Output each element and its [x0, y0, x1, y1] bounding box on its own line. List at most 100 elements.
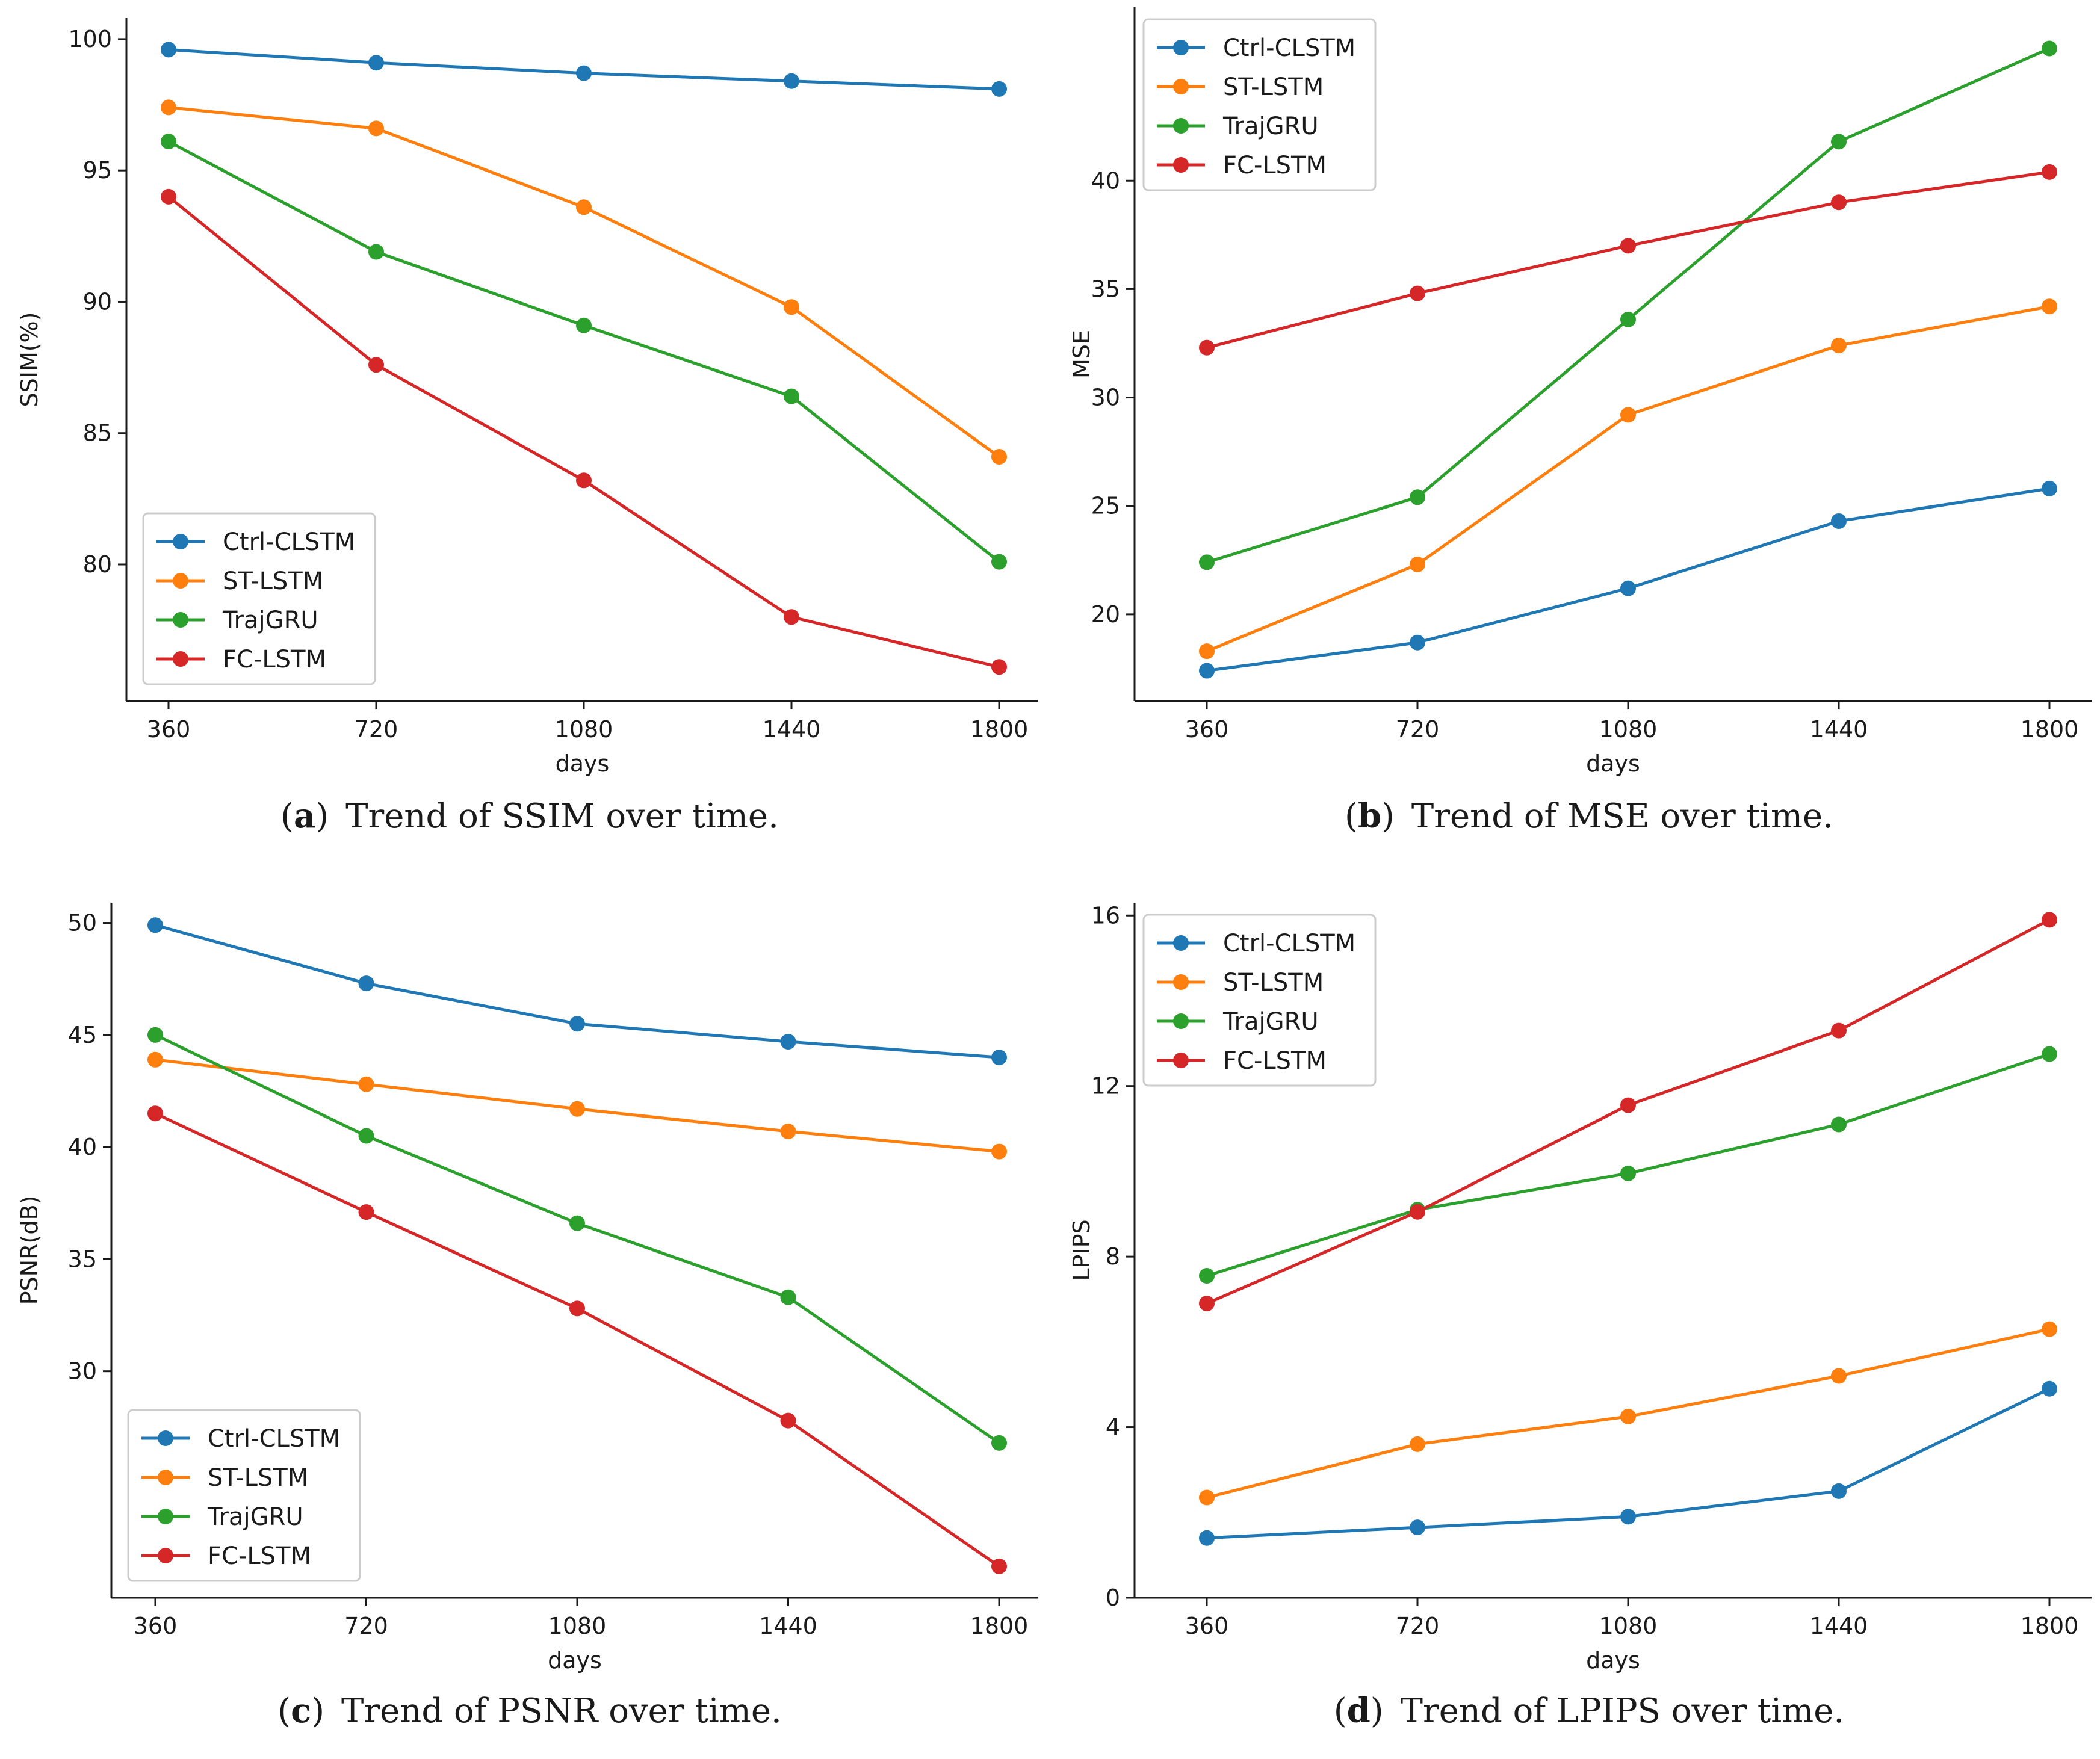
y-tick-label: 45	[68, 1022, 97, 1048]
data-point-st-lstm	[1199, 1489, 1215, 1506]
data-point-trajgru	[1620, 311, 1636, 327]
legend-label: ST-LSTM	[1223, 969, 1324, 997]
y-axis-label: SSIM(%)	[16, 312, 43, 407]
data-point-fc-lstm	[2042, 912, 2057, 928]
x-tick-label: 1080	[1599, 1613, 1658, 1639]
caption-paren: (	[280, 797, 294, 836]
caption-label: c	[291, 1691, 311, 1731]
data-point-trajgru	[1410, 489, 1425, 505]
caption-label: b	[1358, 796, 1381, 836]
data-point-fc-lstm	[368, 357, 384, 373]
x-tick-label: 1440	[759, 1613, 817, 1639]
y-tick-label: 95	[83, 157, 112, 184]
series-line-ctrl-clstm	[155, 923, 1000, 1059]
data-point-fc-lstm	[991, 1558, 1007, 1574]
x-tick-label: 360	[1185, 716, 1229, 743]
data-point-st-lstm	[991, 1143, 1007, 1160]
x-tick-label: 1080	[548, 1613, 607, 1639]
chart-d: 360 720 1080 1440 1800 0 4 8 12 16 days LPIPS Ctrl-C…	[1068, 902, 2092, 1731]
data-point-fc-lstm	[1410, 285, 1425, 301]
data-point-fc-lstm	[1410, 1204, 1425, 1220]
series-line-trajgru	[1206, 1053, 2050, 1278]
y-tick-label: 8	[1106, 1243, 1120, 1270]
data-point-trajgru	[368, 244, 384, 260]
data-point-trajgru	[780, 1289, 796, 1305]
data-point-st-lstm	[991, 449, 1007, 465]
data-point-ctrl-clstm	[2042, 480, 2057, 496]
legend-label: Ctrl-CLSTM	[1223, 34, 1355, 62]
data-point-ctrl-clstm	[368, 55, 384, 71]
y-tick-label: 4	[1106, 1414, 1120, 1441]
data-point-st-lstm	[161, 99, 176, 116]
data-point-ctrl-clstm	[1199, 663, 1215, 679]
data-point-trajgru	[576, 317, 592, 333]
data-point-st-lstm	[1199, 643, 1215, 660]
x-tick-label: 360	[134, 1613, 178, 1639]
legend: Ctrl-CLSTM ST-LSTM TrajGRU FC-LSTM	[1142, 914, 1377, 1087]
y-tick-label: 0	[1106, 1584, 1120, 1611]
data-point-ctrl-clstm	[1199, 1530, 1215, 1546]
data-point-ctrl-clstm	[1831, 513, 1847, 529]
data-point-fc-lstm	[1199, 1296, 1215, 1312]
data-point-st-lstm	[1620, 1408, 1636, 1424]
x-axis-label: days	[1586, 750, 1640, 777]
data-point-ctrl-clstm	[1620, 580, 1636, 596]
y-tick-label: 30	[68, 1358, 97, 1385]
data-point-fc-lstm	[161, 188, 176, 205]
x-tick-label: 720	[1396, 716, 1440, 743]
series-line-st-lstm	[168, 105, 1000, 459]
data-point-fc-lstm	[147, 1105, 163, 1122]
caption-text: ) Trend of MSE over time.	[1381, 797, 1833, 836]
data-point-ctrl-clstm	[780, 1034, 796, 1050]
chart-a: 360 720 1080 1440 1800 80 85 90 95 100 days SSIM(%)…	[16, 18, 1038, 836]
legend-label: TrajGRU	[207, 1503, 303, 1531]
data-point-ctrl-clstm	[2042, 1380, 2057, 1397]
y-axis-label: PSNR(dB)	[16, 1196, 43, 1305]
y-tick-label: 85	[83, 420, 112, 447]
chart-b: 360 720 1080 1440 1800 20 25 30 35 40 days MSE Ctrl-…	[1068, 7, 2092, 836]
legend-marker	[1173, 974, 1189, 990]
legend-box	[142, 512, 376, 685]
legend-marker	[1173, 935, 1189, 951]
data-point-fc-lstm	[1620, 1097, 1636, 1113]
legend-box	[127, 1409, 361, 1582]
x-tick-label: 1800	[2021, 716, 2079, 743]
data-point-trajgru	[1620, 1165, 1636, 1181]
y-tick-label: 16	[1091, 902, 1120, 929]
x-axis-label: days	[1586, 1647, 1640, 1674]
y-tick-label: 35	[68, 1246, 97, 1272]
x-tick-label: 1080	[1599, 716, 1658, 743]
legend-box	[1142, 914, 1377, 1087]
data-point-fc-lstm	[1831, 194, 1847, 211]
legend-label: ST-LSTM	[1223, 73, 1324, 101]
data-point-ctrl-clstm	[147, 917, 163, 933]
y-tick-label: 40	[1091, 167, 1120, 194]
data-point-trajgru	[2042, 40, 2057, 57]
legend-label: FC-LSTM	[1223, 152, 1327, 179]
x-tick-label: 1800	[970, 716, 1029, 743]
panel-caption: (c) Trend of PSNR over time.	[277, 1691, 782, 1731]
data-point-trajgru	[784, 388, 799, 404]
data-point-fc-lstm	[1199, 339, 1215, 356]
data-point-st-lstm	[147, 1051, 163, 1068]
data-point-ctrl-clstm	[991, 81, 1007, 97]
y-tick-label: 25	[1091, 493, 1120, 519]
legend-marker	[158, 1430, 173, 1446]
legend: Ctrl-CLSTM ST-LSTM TrajGRU FC-LSTM	[127, 1409, 361, 1582]
legend-marker	[1173, 157, 1189, 173]
legend-marker	[173, 651, 188, 667]
y-tick-label: 50	[68, 910, 97, 936]
chart-c: 360 720 1080 1440 1800 30 35 40 45 50 days PSNR(dB)…	[16, 903, 1038, 1731]
series-line-st-lstm	[1206, 305, 2050, 653]
x-axis-label: days	[556, 750, 610, 777]
data-point-ctrl-clstm	[1620, 1509, 1636, 1525]
legend-label: Ctrl-CLSTM	[208, 1425, 340, 1453]
data-point-ctrl-clstm	[358, 975, 374, 992]
y-tick-label: 40	[68, 1134, 97, 1160]
data-point-ctrl-clstm	[1410, 1519, 1425, 1536]
data-point-ctrl-clstm	[784, 73, 799, 89]
data-point-st-lstm	[358, 1076, 374, 1092]
caption-text: ) Trend of SSIM over time.	[315, 797, 779, 836]
data-point-trajgru	[1831, 134, 1847, 150]
